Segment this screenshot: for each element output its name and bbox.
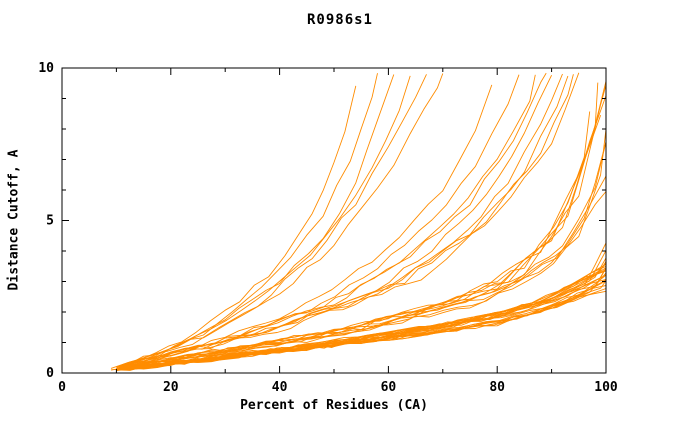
series-line bbox=[127, 73, 444, 366]
chart-title: R0986s1 bbox=[306, 12, 373, 28]
series-line bbox=[110, 85, 357, 369]
series-line bbox=[116, 84, 607, 368]
series-line bbox=[121, 115, 602, 369]
series-line bbox=[116, 82, 599, 369]
x-tick-label: 80 bbox=[489, 380, 505, 395]
x-tick-label: 20 bbox=[163, 380, 179, 395]
x-tick-label: 100 bbox=[594, 380, 618, 395]
series-line bbox=[116, 280, 607, 371]
series-line bbox=[121, 74, 520, 368]
y-tick-label: 0 bbox=[46, 366, 54, 381]
x-tick-label: 0 bbox=[58, 380, 66, 395]
x-tick-label: 40 bbox=[272, 380, 288, 395]
series-line bbox=[116, 274, 607, 371]
series-line bbox=[116, 269, 607, 370]
series-line bbox=[116, 72, 547, 368]
y-tick-label: 10 bbox=[38, 61, 54, 76]
series-line bbox=[116, 74, 427, 368]
series-line bbox=[116, 72, 580, 368]
series-line bbox=[116, 129, 607, 369]
series-line bbox=[116, 74, 536, 368]
series-line bbox=[121, 75, 569, 368]
series-line bbox=[116, 267, 607, 370]
plot-border bbox=[61, 67, 607, 374]
series-line bbox=[116, 175, 607, 369]
series-line bbox=[116, 73, 378, 369]
series-line bbox=[116, 84, 493, 368]
series-line bbox=[116, 191, 607, 368]
series-line bbox=[116, 141, 607, 369]
x-axis-label: Percent of Residues (CA) bbox=[240, 398, 428, 413]
series-line bbox=[116, 74, 574, 368]
series-line bbox=[116, 95, 607, 369]
x-tick-label: 60 bbox=[381, 380, 397, 395]
series-line bbox=[116, 74, 395, 368]
y-tick-label: 5 bbox=[46, 214, 54, 229]
